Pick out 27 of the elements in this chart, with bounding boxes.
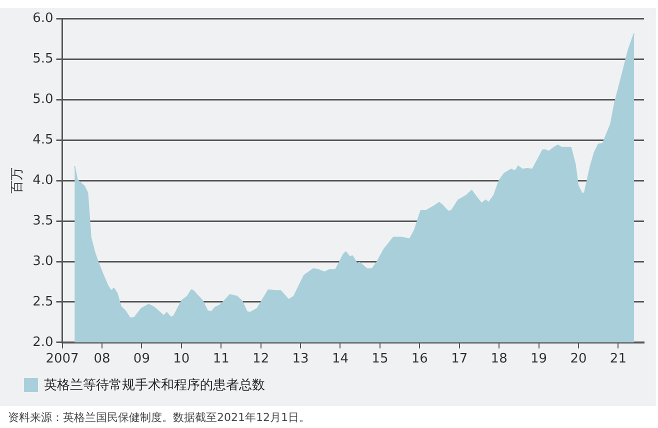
y-tick-label: 6.0 (32, 11, 54, 26)
x-tick-label: 19 (530, 352, 548, 367)
x-tick-label: 15 (372, 352, 388, 367)
x-tick-label: 14 (332, 352, 349, 367)
x-tick-label: 16 (411, 352, 428, 367)
x-tick-label: 18 (490, 352, 508, 367)
y-tick-label: 3.0 (32, 254, 54, 269)
x-tick-label: 21 (610, 352, 626, 367)
x-tick-label: 17 (451, 352, 468, 367)
y-tick-label: 2.0 (32, 334, 54, 350)
legend-label: 英格兰等待常规手术和程序的患者总数 (44, 377, 265, 394)
x-tick-label: 08 (94, 352, 110, 367)
y-tick-label: 4.5 (32, 132, 54, 148)
y-axis-title: 百万 (10, 168, 26, 194)
x-tick-label: 13 (292, 352, 309, 367)
y-tick-label: 4.0 (32, 172, 54, 188)
y-tick-label: 3.5 (32, 213, 54, 228)
y-tick-label: 2.5 (32, 294, 54, 310)
x-tick-label: 11 (212, 352, 230, 367)
x-tick-label: 2007 (46, 352, 79, 367)
x-tick-label: 12 (252, 352, 270, 367)
y-tick-label: 5.0 (32, 92, 54, 108)
x-tick-label: 09 (133, 352, 150, 367)
y-tick-label: 5.5 (32, 52, 54, 67)
x-tick-label: 20 (570, 352, 587, 367)
x-tick-label: 10 (173, 352, 190, 367)
text: 资料来源：英格兰国民保健制度。数据截至2021年12月1日。 (8, 410, 310, 425)
